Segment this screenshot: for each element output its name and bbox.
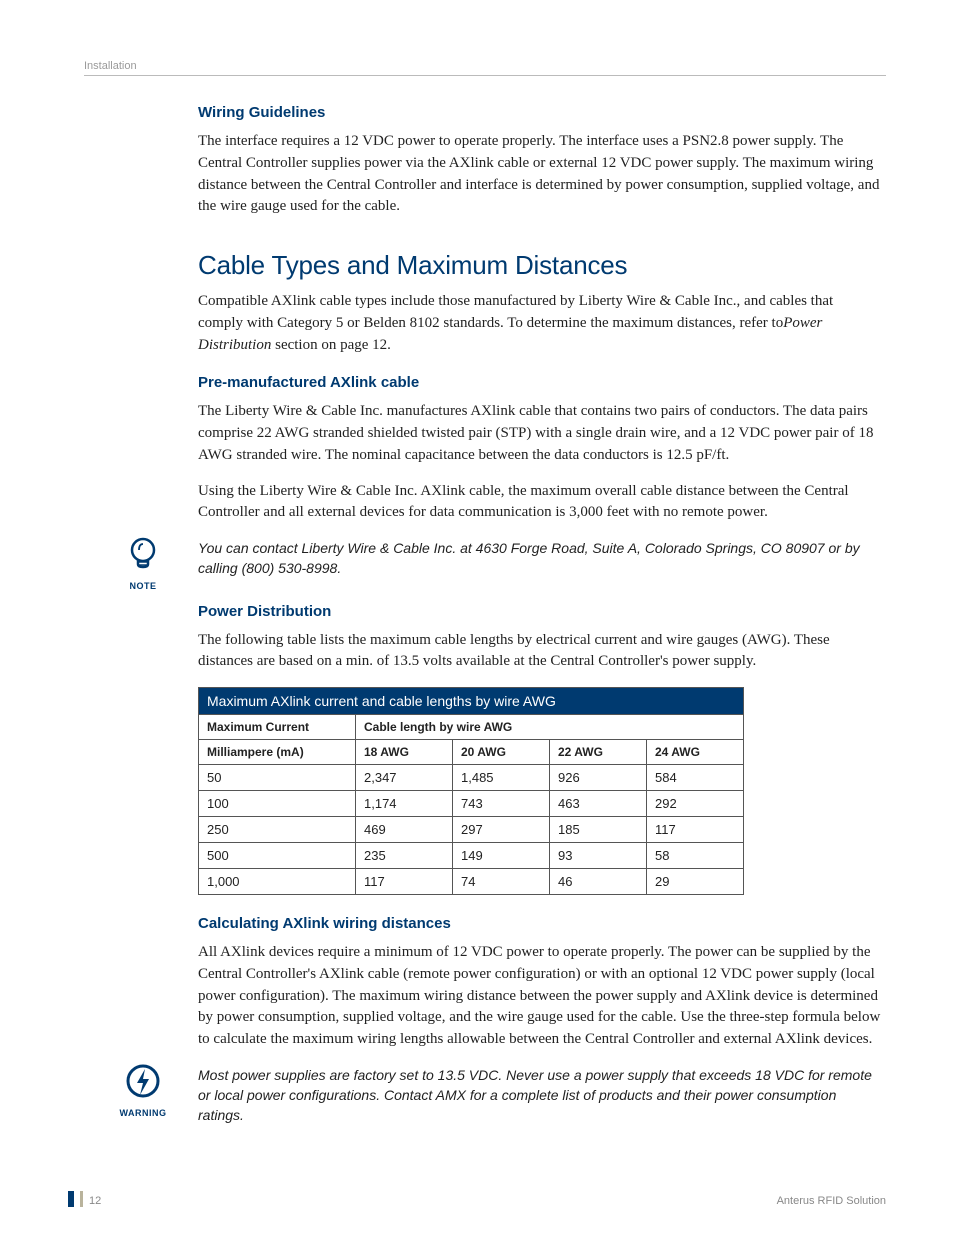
warning-label: WARNING: [118, 1108, 168, 1118]
cell-val: 74: [453, 869, 550, 895]
cell-ma: 100: [199, 791, 356, 817]
cell-val: 149: [453, 843, 550, 869]
page-container: Installation Wiring Guidelines The inter…: [0, 0, 954, 1235]
col-milliampere: Milliampere (mA): [199, 740, 356, 765]
cable-intro-b: section on page 12.: [271, 337, 391, 353]
awg-table: Maximum AXlink current and cable lengths…: [198, 687, 744, 895]
note-icon-holder: NOTE: [118, 536, 168, 591]
cell-val: 29: [647, 869, 744, 895]
cell-val: 46: [550, 869, 647, 895]
footer-left: 12: [68, 1191, 101, 1207]
cell-val: 584: [647, 765, 744, 791]
cell-val: 117: [647, 817, 744, 843]
cell-ma: 50: [199, 765, 356, 791]
col-20awg: 20 AWG: [453, 740, 550, 765]
cell-val: 235: [356, 843, 453, 869]
footer-bar-icon: [68, 1191, 74, 1207]
premanufactured-p1: The Liberty Wire & Cable Inc. manufactur…: [198, 401, 881, 466]
cell-val: 463: [550, 791, 647, 817]
page-number: 12: [89, 1195, 101, 1207]
footer-title: Anterus RFID Solution: [777, 1195, 886, 1207]
cable-intro-a: Compatible AXlink cable types include th…: [198, 293, 833, 331]
page-footer: 12 Anterus RFID Solution: [68, 1191, 886, 1207]
cell-val: 117: [356, 869, 453, 895]
calculating-heading: Calculating AXlink wiring distances: [198, 915, 881, 932]
cell-val: 93: [550, 843, 647, 869]
cell-val: 2,347: [356, 765, 453, 791]
running-header: Installation: [84, 60, 886, 76]
col-cable-length: Cable length by wire AWG: [356, 715, 744, 740]
warning-icon-holder: WARNING: [118, 1063, 168, 1118]
warning-block: WARNING Most power supplies are factory …: [198, 1065, 881, 1126]
col-max-current: Maximum Current: [199, 715, 356, 740]
note-block: NOTE You can contact Liberty Wire & Cabl…: [198, 538, 881, 579]
col-24awg: 24 AWG: [647, 740, 744, 765]
col-18awg: 18 AWG: [356, 740, 453, 765]
footer-bar2-icon: [80, 1191, 83, 1207]
main-content: Wiring Guidelines The interface requires…: [198, 104, 881, 1126]
table-row: 500 235 149 93 58: [199, 843, 744, 869]
cell-val: 58: [647, 843, 744, 869]
cell-val: 292: [647, 791, 744, 817]
table-row: 1,000 117 74 46 29: [199, 869, 744, 895]
cell-val: 743: [453, 791, 550, 817]
cell-val: 469: [356, 817, 453, 843]
warning-bolt-icon: [125, 1063, 161, 1101]
cell-val: 185: [550, 817, 647, 843]
cell-val: 1,485: [453, 765, 550, 791]
cable-types-intro: Compatible AXlink cable types include th…: [198, 291, 881, 356]
note-bulb-icon: [126, 536, 160, 574]
premanufactured-heading: Pre-manufactured AXlink cable: [198, 374, 881, 391]
wiring-guidelines-heading: Wiring Guidelines: [198, 104, 881, 121]
cell-val: 926: [550, 765, 647, 791]
warning-text: Most power supplies are factory set to 1…: [198, 1065, 881, 1126]
table-row: 100 1,174 743 463 292: [199, 791, 744, 817]
cable-types-heading: Cable Types and Maximum Distances: [198, 250, 881, 281]
cell-ma: 250: [199, 817, 356, 843]
calculating-body: All AXlink devices require a minimum of …: [198, 942, 881, 1051]
table-row: 50 2,347 1,485 926 584: [199, 765, 744, 791]
cell-ma: 1,000: [199, 869, 356, 895]
power-distribution-intro: The following table lists the maximum ca…: [198, 630, 881, 674]
note-text: You can contact Liberty Wire & Cable Inc…: [198, 538, 881, 579]
table-title: Maximum AXlink current and cable lengths…: [199, 688, 744, 715]
cell-val: 1,174: [356, 791, 453, 817]
note-label: NOTE: [118, 581, 168, 591]
power-distribution-heading: Power Distribution: [198, 603, 881, 620]
col-22awg: 22 AWG: [550, 740, 647, 765]
wiring-guidelines-body: The interface requires a 12 VDC power to…: [198, 131, 881, 218]
premanufactured-p2: Using the Liberty Wire & Cable Inc. AXli…: [198, 481, 881, 525]
cell-val: 297: [453, 817, 550, 843]
table-row: 250 469 297 185 117: [199, 817, 744, 843]
cell-ma: 500: [199, 843, 356, 869]
